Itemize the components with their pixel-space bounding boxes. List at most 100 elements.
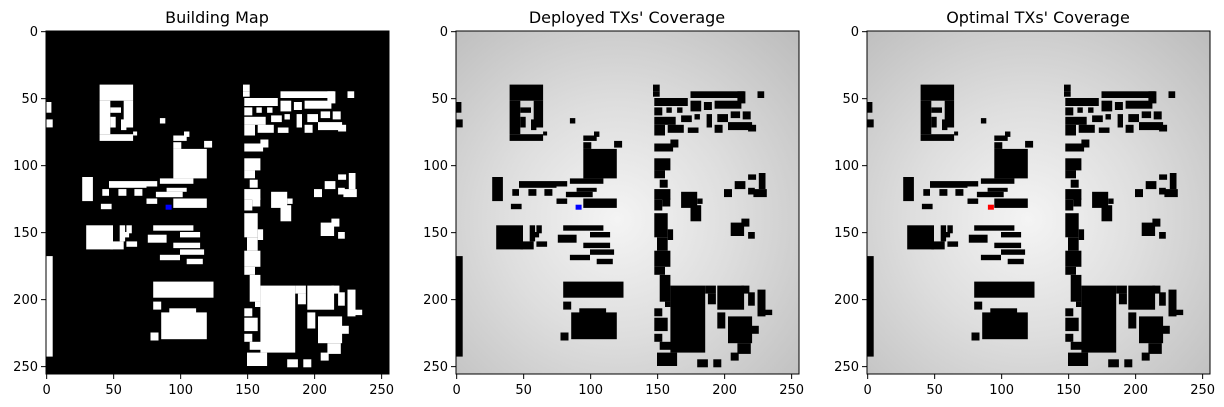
- transmitter-marker: [987, 204, 994, 210]
- building-block: [271, 191, 288, 208]
- building-block: [126, 225, 132, 234]
- y-axis: 0 50 100 150 200 250: [423, 25, 456, 375]
- building-block: [1007, 258, 1024, 265]
- x-tick-label: 250: [779, 383, 804, 398]
- building-block: [1124, 359, 1133, 368]
- building-block: [46, 256, 53, 357]
- y-tick-label: 150: [834, 226, 859, 241]
- building-block: [249, 341, 264, 350]
- buildings-layer: [867, 84, 1184, 368]
- building-block: [331, 285, 340, 294]
- building-block: [320, 299, 327, 307]
- building-block: [707, 293, 716, 305]
- x-axis: 0 50 100 150 200 250: [453, 374, 804, 398]
- building-block: [244, 107, 253, 116]
- building-block: [297, 293, 306, 305]
- building-block: [947, 241, 959, 247]
- building-block: [338, 174, 347, 180]
- x-tick-label: 200: [712, 383, 737, 398]
- building-block: [1169, 173, 1177, 190]
- building-block: [126, 241, 138, 247]
- building-block: [748, 174, 757, 180]
- building-block: [1161, 325, 1170, 334]
- building-block: [82, 177, 93, 202]
- building-block: [1092, 191, 1109, 208]
- building-block: [690, 100, 702, 112]
- building-block: [980, 254, 1001, 261]
- building-block: [244, 308, 253, 317]
- building-block: [271, 115, 282, 123]
- building-block: [670, 285, 706, 353]
- building-block: [706, 114, 712, 128]
- building-block: [173, 198, 207, 208]
- building-block: [314, 189, 322, 198]
- building-block: [690, 91, 745, 98]
- building-block: [1153, 111, 1162, 120]
- building-block: [307, 114, 318, 123]
- building-block: [657, 237, 668, 251]
- building-block: [939, 189, 948, 196]
- building-block: [931, 116, 937, 128]
- y-tick-label: 250: [423, 360, 448, 375]
- building-block: [971, 332, 980, 341]
- building-block: [1025, 140, 1034, 148]
- building-block: [249, 179, 258, 188]
- building-block: [748, 124, 757, 132]
- building-block: [280, 205, 292, 222]
- building-block: [556, 181, 568, 187]
- building-block: [662, 198, 671, 207]
- x-tick-label: 150: [235, 383, 260, 398]
- building-block: [653, 84, 660, 92]
- building-block: [728, 122, 753, 131]
- building-block: [724, 189, 732, 198]
- building-block: [173, 148, 207, 179]
- building-block: [677, 107, 683, 113]
- building-block: [244, 199, 253, 211]
- building-block: [1125, 100, 1153, 109]
- building-block: [252, 198, 261, 207]
- building-block: [46, 102, 52, 113]
- building-block: [920, 100, 932, 135]
- building-block: [1152, 285, 1161, 294]
- building-block: [867, 119, 874, 128]
- y-tick-label: 100: [13, 159, 38, 174]
- building-block: [867, 102, 873, 113]
- building-block: [717, 312, 726, 329]
- building-block: [257, 229, 264, 240]
- building-block: [532, 232, 540, 238]
- building-block: [583, 135, 597, 141]
- building-block: [757, 91, 765, 98]
- building-block: [509, 134, 544, 141]
- x-tick-label: 50: [926, 383, 943, 398]
- building-block: [327, 343, 341, 354]
- building-block: [714, 124, 723, 133]
- building-block: [654, 107, 663, 116]
- building-block: [654, 213, 668, 238]
- building-block: [509, 84, 544, 101]
- building-block: [244, 266, 255, 275]
- building-block: [496, 225, 523, 250]
- transmitter-layer: [987, 204, 994, 210]
- building-block: [318, 122, 343, 131]
- building-block: [920, 84, 955, 101]
- building-block: [654, 116, 676, 125]
- building-block: [1114, 102, 1123, 110]
- building-block: [180, 249, 205, 255]
- building-block: [520, 107, 531, 113]
- x-axis: 0 50 100 150 200 250: [43, 374, 394, 398]
- building-block: [1108, 359, 1119, 368]
- building-block: [563, 281, 624, 298]
- building-block: [614, 140, 623, 148]
- building-block: [287, 198, 293, 204]
- building-block: [134, 189, 143, 196]
- building-block: [994, 242, 1022, 249]
- building-block: [944, 100, 955, 128]
- building-block: [557, 234, 577, 243]
- y-tick-label: 50: [842, 92, 859, 107]
- building-block: [654, 250, 671, 267]
- building-block: [150, 332, 159, 341]
- building-block: [714, 100, 742, 109]
- building-block: [994, 148, 1028, 179]
- panel-building-map: Building Map 0 50 100 150 200 250 0 50 100 150 20…: [13, 8, 394, 398]
